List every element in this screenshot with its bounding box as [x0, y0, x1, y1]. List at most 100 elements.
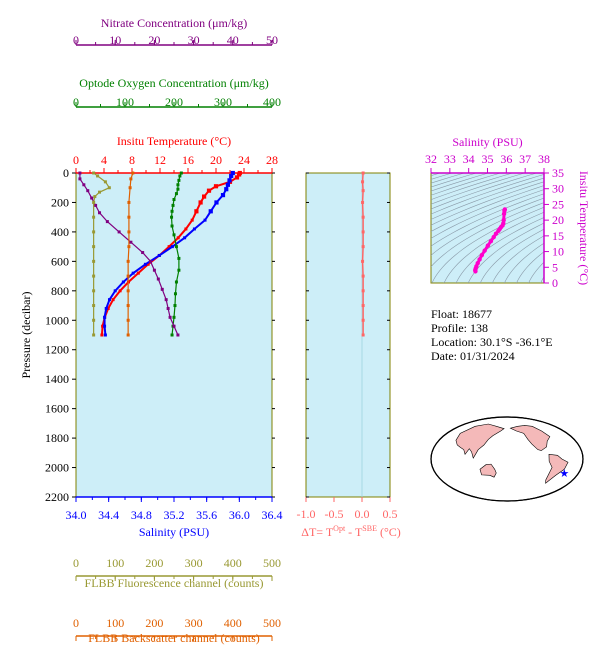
- backscatter-tick-label: 200: [145, 616, 163, 630]
- delta-t-data-point: [361, 200, 365, 204]
- delta-t-label-part: ΔT= T: [301, 525, 334, 539]
- delta-t-data-point: [361, 274, 365, 278]
- backscatter-data-point: [126, 289, 130, 293]
- oxygen-data-point: [177, 268, 181, 272]
- float-location-marker: ★: [559, 468, 569, 480]
- fluorescence-data-point: [92, 200, 96, 204]
- fluorescence-tick-label: 200: [145, 556, 163, 570]
- nitrate-data-point: [78, 177, 82, 181]
- oxygen-data-point: [179, 171, 183, 175]
- oxygen-data-point: [170, 224, 174, 228]
- oxygen-tick-label: 0: [73, 95, 79, 109]
- ts-density-contour-line: [528, 261, 544, 283]
- pressure-tick-label: 200: [51, 195, 69, 209]
- fluorescence-axis-title: FLBB Fluorescence channel (counts): [85, 576, 264, 590]
- location-text: Location: 30.1°S -36.1°E: [431, 335, 553, 349]
- temperature-data-point: [194, 209, 199, 214]
- pressure-axis-label: Pressure (decibar): [19, 292, 33, 379]
- oxygen-data-point: [177, 178, 181, 182]
- temperature-tick-label: 28: [266, 153, 278, 167]
- oxygen-tick-label: 400: [263, 95, 281, 109]
- nitrate-tick-label: 10: [109, 33, 121, 47]
- map-landmass-australia: [479, 463, 497, 478]
- ts-data-point: [491, 234, 496, 240]
- temperature-data-point: [206, 188, 212, 193]
- oxygen-data-point: [171, 203, 175, 207]
- float-id-text: Float: 18677: [431, 307, 492, 321]
- nitrate-tick-label: 50: [266, 33, 278, 47]
- fluorescence-data-point: [98, 190, 102, 194]
- ts-temperature-tick-label: 0: [552, 276, 558, 290]
- salinity-data-point: [214, 200, 219, 205]
- ts-data-point: [501, 217, 506, 223]
- pressure-tick-label: 1200: [45, 343, 69, 357]
- salinity-tick-label: 34.0: [66, 508, 87, 522]
- nitrate-data-point: [141, 251, 145, 255]
- backscatter-tick-label: 0: [73, 616, 79, 630]
- backscatter-data-point: [126, 333, 130, 337]
- temperature-data-point: [100, 333, 104, 337]
- main-plot-area: [75, 172, 273, 498]
- ts-salinity-axis-title: Salinity (PSU): [452, 135, 522, 149]
- fluorescence-tick-label: 400: [224, 556, 242, 570]
- delta-t-data-point: [361, 333, 365, 337]
- nitrate-tick-label: 20: [148, 33, 160, 47]
- temperature-data-point: [198, 200, 203, 205]
- temperature-data-point: [213, 184, 219, 189]
- fluorescence-data-point: [93, 195, 97, 199]
- temperature-data-point: [101, 324, 105, 328]
- ts-density-contour-line: [431, 193, 544, 247]
- backscatter-data-point: [126, 318, 130, 322]
- delta-t-data-point: [361, 304, 365, 308]
- temperature-tick-label: 12: [154, 153, 166, 167]
- ts-density-contour-line: [599, 167, 609, 290]
- oxygen-data-point: [172, 233, 176, 237]
- ts-density-contour-line: [479, 228, 544, 283]
- backscatter-data-point: [127, 215, 131, 219]
- ts-data-point: [475, 261, 480, 266]
- pressure-tick-label: 1800: [45, 431, 69, 445]
- oxygen-tick-label: 100: [116, 95, 134, 109]
- pressure-tick-label: 600: [51, 254, 69, 268]
- date-text: Date: 01/31/2024: [431, 349, 515, 363]
- fluorescence-data-point: [92, 215, 96, 219]
- ts-data-point: [477, 257, 482, 262]
- backscatter-data-point: [127, 230, 131, 234]
- temperature-data-point: [190, 218, 194, 222]
- ts-density-contour-line: [431, 189, 544, 239]
- salinity-tick-label: 36.4: [262, 508, 283, 522]
- oxygen-data-point: [173, 292, 177, 296]
- temperature-data-point: [106, 306, 110, 310]
- delta-t-axis-label: ΔT= TOpt - TSBE (°C): [301, 524, 401, 539]
- oxygen-data-point: [173, 304, 177, 308]
- pressure-tick-label: 800: [51, 284, 69, 298]
- temperature-tick-label: 8: [129, 153, 135, 167]
- ts-density-contour-line: [431, 181, 544, 226]
- salinity-data-point: [225, 182, 230, 187]
- pressure-tick-label: 1600: [45, 402, 69, 416]
- ts-temperature-tick-label: 10: [552, 245, 564, 259]
- nitrate-data-point: [86, 189, 90, 193]
- oxygen-data-point: [177, 256, 181, 260]
- salinity-data-point: [220, 192, 226, 198]
- temperature-data-point: [167, 245, 171, 249]
- salinity-data-point: [224, 187, 229, 192]
- delta-t-tick-label: 0.5: [383, 507, 398, 521]
- delta-t-data-point: [361, 289, 365, 293]
- delta-t-data-point: [361, 245, 365, 249]
- ts-temperature-tick-label: 5: [552, 260, 558, 274]
- fluorescence-data-point: [92, 274, 96, 278]
- ts-temperature-tick-label: 15: [552, 229, 564, 243]
- ts-data-point: [488, 239, 494, 244]
- salinity-data-point: [131, 271, 135, 275]
- fluorescence-data-point: [92, 318, 96, 322]
- fluorescence-tick-label: 0: [73, 556, 79, 570]
- salinity-data-point: [208, 209, 213, 214]
- ts-density-contour-line: [431, 173, 538, 210]
- temperature-data-point: [176, 236, 180, 240]
- ts-temperature-tick-label: 20: [552, 213, 564, 227]
- oxygen-tick-label: 200: [165, 95, 183, 109]
- ts-density-contour-line: [431, 174, 544, 215]
- salinity-tick-label: 35.2: [164, 508, 185, 522]
